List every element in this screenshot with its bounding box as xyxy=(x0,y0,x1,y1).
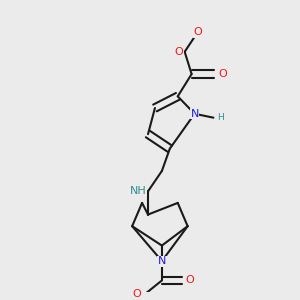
Text: O: O xyxy=(218,69,227,79)
Text: O: O xyxy=(133,289,142,299)
Text: N: N xyxy=(158,256,166,266)
Text: O: O xyxy=(193,27,202,38)
Text: O: O xyxy=(185,275,194,285)
Text: O: O xyxy=(174,47,183,57)
Text: N: N xyxy=(190,109,199,119)
Text: H: H xyxy=(217,113,224,122)
Text: NH: NH xyxy=(130,186,146,196)
